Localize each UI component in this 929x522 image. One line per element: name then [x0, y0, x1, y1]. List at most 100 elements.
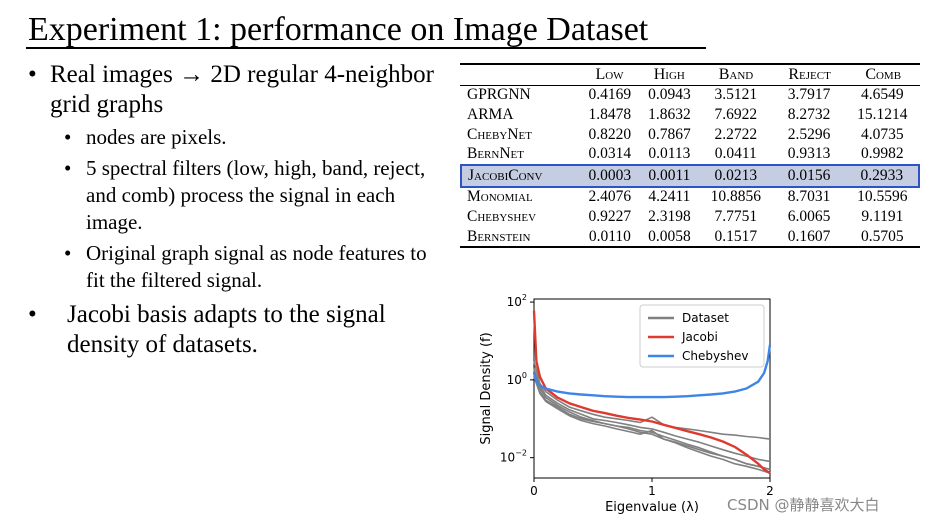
x-axis-label: Eigenvalue (λ)	[605, 500, 699, 515]
jacobi-line	[532, 310, 771, 475]
table-bottom-rule	[460, 246, 920, 249]
table-row: GPRGNN 0.4169 0.0943 3.5121 3.7917 4.6549	[461, 86, 919, 106]
value-cell: 2.5296	[787, 125, 831, 143]
table-row-highlighted: JacobiConv 0.0003 0.0011 0.0213 0.0156 0.2933	[459, 163, 921, 188]
legend-box	[639, 304, 765, 368]
value-cell: 6.0065	[787, 207, 831, 225]
sub-bullet-item: • Original graph signal as node features…	[28, 240, 448, 294]
method-name-cell: BernNet	[467, 145, 524, 163]
value-cell: 0.0156	[772, 163, 846, 188]
table-row: Monomial 2.4076 4.2411 10.8856 8.7031 10.5596	[461, 187, 919, 208]
value-cell: 1.8632	[648, 105, 691, 123]
value-cell: 8.2732	[787, 105, 831, 123]
legend-label: Jacobi	[681, 330, 718, 344]
column-header: Band	[718, 65, 754, 83]
value-cell: 0.9313	[787, 145, 831, 163]
value-cell: 0.1517	[714, 227, 758, 245]
value-cell: 4.2411	[648, 188, 691, 206]
sub-bullet-text: nodes are pixels.	[86, 125, 227, 149]
method-name-cell: GPRGNN	[467, 86, 531, 104]
legend-label: Dataset	[682, 311, 729, 325]
value-cell: 7.7751	[714, 207, 758, 225]
method-name-cell: Bernstein	[467, 227, 531, 245]
value-cell: 0.0003	[580, 163, 640, 188]
value-cell: 0.1607	[787, 227, 831, 245]
value-cell: 4.0735	[861, 125, 904, 143]
y-tick-label: 10−2	[500, 449, 527, 465]
y-tick-base: 10	[500, 451, 515, 465]
value-cell: 0.0411	[714, 145, 757, 163]
value-cell: 0.0058	[648, 227, 691, 245]
table-row: Bernstein 0.0110 0.0058 0.1517 0.1607 0.5705	[461, 227, 919, 247]
table-header-rule	[460, 84, 920, 86]
bullet-text: Jacobi basis adapts to the signal densit…	[67, 301, 386, 358]
value-cell: 8.7031	[787, 188, 831, 206]
table-row: Chebyshev 0.9227 2.3198 7.7751 6.0065 9.1191	[461, 207, 919, 227]
sub-bullet-item: • nodes are pixels.	[28, 124, 448, 151]
chebyshev-line	[532, 344, 772, 399]
dataset-line	[533, 361, 771, 440]
y-tick-label: 100	[507, 371, 527, 387]
bullet-text: Real images → 2D regular 4-neighbor grid…	[50, 61, 434, 118]
value-cell: 0.0011	[639, 163, 700, 188]
watermark: CSDN @静静喜欢大白	[727, 496, 880, 514]
method-name-cell: ChebyNet	[467, 125, 532, 143]
value-cell: 4.6549	[861, 86, 904, 104]
x-tick-label: 0	[530, 484, 538, 498]
method-name-cell: Monomial	[467, 188, 533, 206]
value-cell: 9.1191	[861, 207, 904, 225]
y-axis-label: Signal Density (f)	[479, 332, 494, 444]
value-cell: 3.5121	[714, 86, 758, 104]
y-tick-label: 102	[507, 293, 527, 309]
slide-title: Experiment 1: performance on Image Datas…	[28, 11, 649, 48]
y-tick-exponent: −2	[515, 449, 527, 458]
sub-bullet-text: Original graph signal as node features t…	[86, 241, 427, 292]
column-header-method	[460, 65, 580, 85]
table-row: BernNet 0.0314 0.0113 0.0411 0.9313 0.9982	[461, 144, 919, 165]
value-cell: 0.8220	[588, 125, 632, 143]
value-cell: 0.0314	[588, 145, 632, 163]
bullet-dot: •	[64, 241, 72, 265]
bullet-dot: •	[64, 125, 72, 149]
y-tick-base: 10	[507, 295, 522, 309]
sub-bullet-text: 5 spectral filters (low, high, band, rej…	[86, 156, 426, 234]
value-cell: 0.7867	[648, 125, 691, 143]
value-cell: 0.0113	[648, 145, 691, 163]
dataset-line	[533, 369, 771, 463]
method-name-cell: JacobiConv	[459, 163, 581, 188]
results-table: Low High Band Reject Comb GPRGNN 0.4169 0.…	[459, 63, 921, 249]
y-tick-base: 10	[507, 373, 522, 387]
column-header: Comb	[865, 65, 902, 83]
value-cell: 15.1214	[857, 105, 908, 123]
value-cell: 0.2933	[845, 163, 921, 188]
bullet-dot: •	[28, 61, 37, 88]
legend-label: Chebyshev	[682, 349, 748, 363]
bullet-item: • Jacobi basis adapts to the signal dens…	[28, 300, 448, 360]
value-cell: 2.4076	[588, 188, 632, 206]
value-cell: 10.8856	[710, 188, 761, 206]
value-cell: 0.9982	[861, 145, 904, 163]
bullet-dot: •	[64, 156, 72, 180]
table-header-row: Low High Band Reject Comb	[460, 65, 920, 85]
value-cell: 0.4169	[588, 86, 632, 104]
table-row: ARMA 1.8478 1.8632 7.6922 8.2732 15.1214	[461, 105, 919, 125]
y-tick-exponent: 0	[522, 371, 527, 380]
value-cell: 0.0110	[588, 227, 631, 245]
bullet-item: • Real images → 2D regular 4-neighbor gr…	[28, 60, 448, 120]
column-header: Reject	[788, 65, 831, 83]
value-cell: 1.8478	[588, 105, 632, 123]
table-row: ChebyNet 0.8220 0.7867 2.2722 2.5296 4.0735	[461, 125, 919, 145]
sub-bullet-item: • 5 spectral filters (low, high, band, r…	[28, 155, 448, 236]
method-name-cell: Chebyshev	[467, 207, 537, 225]
dataset-line	[533, 367, 771, 474]
table-top-rule	[460, 63, 920, 65]
dataset-line	[533, 376, 771, 471]
x-tick-label: 1	[648, 484, 656, 498]
y-tick-exponent: 2	[522, 293, 527, 302]
title-underline	[26, 47, 706, 49]
value-cell: 0.0213	[699, 163, 773, 188]
value-cell: 0.5705	[861, 227, 904, 245]
bullet-list: • Real images → 2D regular 4-neighbor gr…	[28, 60, 448, 360]
x-tick-label: 2	[766, 484, 774, 498]
